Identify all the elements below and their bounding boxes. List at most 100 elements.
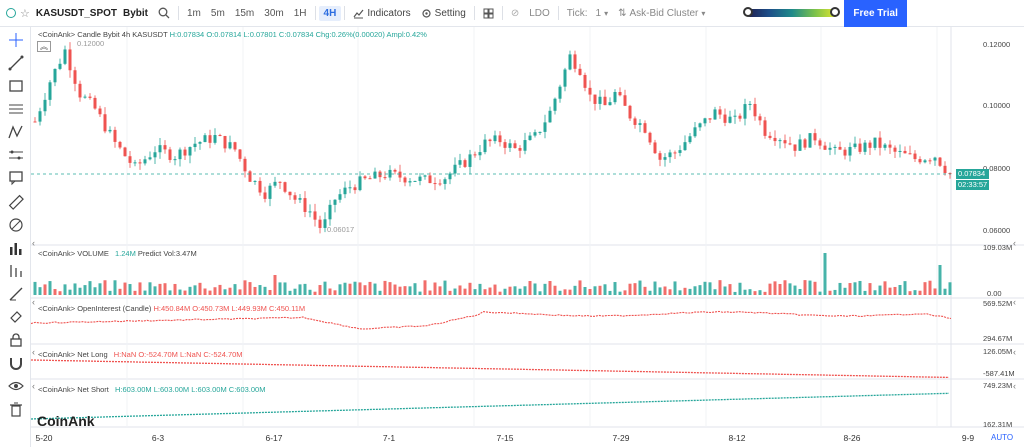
- expand-arrow-icon[interactable]: ‹: [1013, 238, 1016, 248]
- candle: [773, 137, 777, 142]
- magnet-icon[interactable]: [7, 354, 25, 372]
- volume-bar: [738, 282, 742, 295]
- candle: [588, 87, 592, 95]
- slider-knob-right[interactable]: [830, 7, 841, 17]
- candle: [848, 146, 852, 156]
- magnet-lock-icon[interactable]: [7, 308, 25, 326]
- tf-5m[interactable]: 5m: [210, 7, 225, 19]
- collapse-legend-button[interactable]: ︽: [37, 41, 51, 52]
- candle: [913, 153, 917, 160]
- tf-1m[interactable]: 1m: [187, 7, 201, 19]
- volume-bar: [373, 283, 377, 295]
- indicator-icon[interactable]: [7, 262, 25, 280]
- layout-grid-icon[interactable]: [478, 0, 499, 27]
- oi-high: H:450.84M: [153, 304, 191, 313]
- candle: [463, 160, 467, 167]
- slider-knob-left[interactable]: [743, 7, 754, 17]
- volume-bar: [458, 285, 462, 295]
- volume-bar: [33, 281, 37, 295]
- candle: [383, 177, 387, 179]
- collapse-arrow-icon[interactable]: ‹: [32, 347, 35, 357]
- volume-bar: [38, 287, 42, 295]
- candle: [118, 141, 122, 148]
- eye-off-icon[interactable]: ⊘: [510, 7, 520, 19]
- volume-bar: [928, 280, 932, 295]
- volume-bar: [638, 280, 642, 295]
- volume-bar: [563, 289, 567, 295]
- candle: [868, 142, 872, 148]
- candle: [563, 69, 567, 87]
- candle: [268, 185, 272, 199]
- symbol-selector[interactable]: ☆ KASUSDT_SPOT Bybit: [0, 0, 153, 27]
- candle: [338, 194, 342, 200]
- volume-bar: [778, 283, 782, 295]
- price-legend: <CoinAnk> Candle Bybit 4h KASUSDT H:0.07…: [38, 30, 427, 39]
- candle: [548, 110, 552, 123]
- volume-bar: [263, 286, 267, 295]
- rectangle-icon[interactable]: [7, 77, 25, 95]
- free-trial-button[interactable]: Free Trial: [844, 0, 907, 27]
- auto-scale-button[interactable]: AUTO: [991, 433, 1014, 442]
- tf-1h[interactable]: 1H: [293, 7, 307, 19]
- volume-bar: [163, 283, 167, 295]
- tick-selector[interactable]: Tick: 1 ▾: [562, 0, 613, 27]
- tf-15m[interactable]: 15m: [234, 7, 255, 19]
- tf-30m[interactable]: 30m: [264, 7, 284, 19]
- divider: [473, 6, 475, 20]
- chart-area[interactable]: <CoinAnk> Candle Bybit 4h KASUSDT H:0.07…: [31, 27, 1024, 447]
- color-gradient-slider[interactable]: [743, 7, 841, 17]
- cluster-selector[interactable]: ⇅ Ask-Bid Cluster ▾: [613, 0, 710, 27]
- brush-icon[interactable]: [7, 285, 25, 303]
- ldo-selector[interactable]: LDO: [524, 0, 555, 27]
- trend-line-icon[interactable]: [7, 54, 25, 72]
- lock-icon[interactable]: [7, 331, 25, 349]
- expand-arrow-icon[interactable]: ‹: [1013, 297, 1016, 307]
- ruler-icon[interactable]: [7, 193, 25, 211]
- volume-bar: [143, 290, 147, 295]
- candle: [748, 103, 752, 105]
- search-icon[interactable]: [153, 0, 175, 27]
- bar-chart-icon[interactable]: [7, 239, 25, 257]
- x-axis-label: 5-20: [35, 433, 53, 443]
- collapse-arrow-icon[interactable]: ‹: [32, 238, 35, 248]
- horizontal-lines-icon[interactable]: [7, 100, 25, 118]
- expand-arrow-icon[interactable]: ‹: [1013, 381, 1016, 391]
- volume-bar: [193, 285, 197, 295]
- volume-legend: <CoinAnk> VOLUME 1.24M Predict Vol:3.47M: [38, 249, 197, 258]
- candle: [543, 122, 547, 132]
- volume-bar: [858, 280, 862, 295]
- volume-bar: [168, 290, 172, 295]
- volume-bar: [358, 282, 362, 295]
- volume-bar: [773, 281, 777, 295]
- volume-bar: [673, 281, 677, 295]
- chart-canvas[interactable]: [31, 27, 1024, 447]
- candle: [593, 94, 597, 104]
- eye-icon[interactable]: [7, 377, 25, 395]
- indicators-button[interactable]: Indicators: [348, 0, 415, 27]
- trash-icon[interactable]: [7, 400, 25, 418]
- volume-bar: [938, 265, 942, 295]
- crosshair-icon[interactable]: [7, 31, 25, 49]
- measure-icon[interactable]: [7, 146, 25, 164]
- collapse-arrow-icon[interactable]: ‹: [32, 381, 35, 391]
- volume-bar: [578, 280, 582, 295]
- comment-icon[interactable]: [7, 169, 25, 187]
- tf-4h[interactable]: 4H: [318, 5, 342, 21]
- star-icon[interactable]: ☆: [20, 7, 30, 20]
- eraser-icon[interactable]: [7, 216, 25, 234]
- collapse-arrow-icon[interactable]: ‹: [32, 297, 35, 307]
- expand-arrow-icon[interactable]: ‹: [1013, 347, 1016, 357]
- price-tick: 0.08000: [983, 164, 1011, 173]
- volume-bar: [558, 290, 562, 295]
- setting-button[interactable]: Setting: [416, 0, 471, 27]
- candle: [218, 135, 222, 137]
- candle: [308, 211, 312, 213]
- candle: [73, 70, 77, 84]
- pattern-icon[interactable]: [7, 123, 25, 141]
- symbol-icon: [6, 8, 16, 18]
- candle: [603, 96, 607, 106]
- volume-bar: [423, 280, 427, 295]
- candle: [528, 135, 532, 141]
- candle: [883, 144, 887, 148]
- candle: [683, 142, 687, 151]
